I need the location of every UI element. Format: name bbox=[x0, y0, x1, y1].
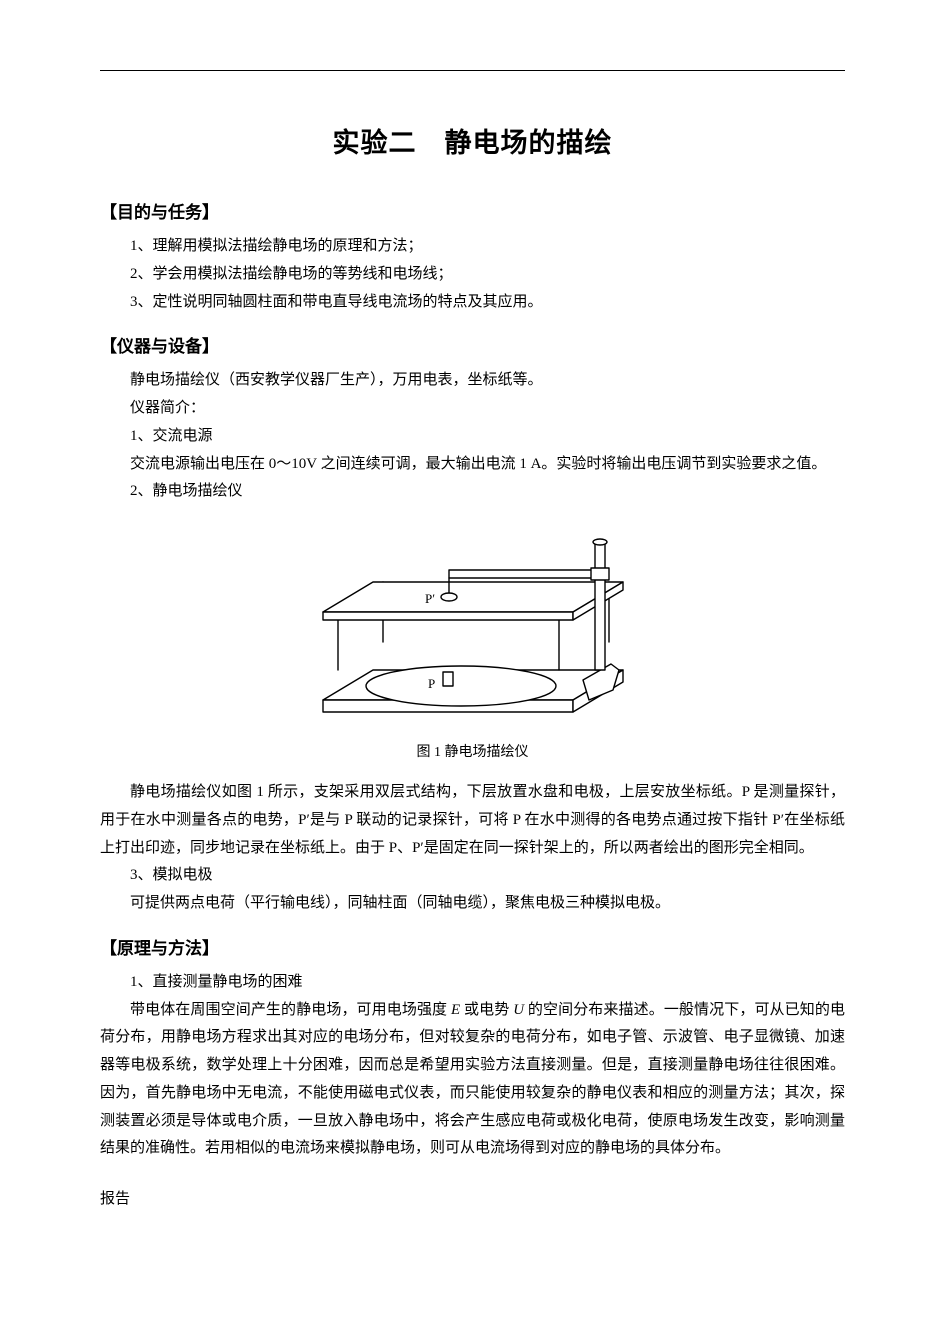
principle-text-a: 带电体在周围空间产生的静电场，可用电场强度 bbox=[130, 1002, 451, 1018]
symbol-E: E bbox=[451, 1002, 460, 1018]
figure-1: P P′ bbox=[100, 520, 845, 735]
figure-1-caption: 图 1 静电场描绘仪 bbox=[100, 741, 845, 761]
top-horizontal-rule bbox=[100, 70, 845, 71]
svg-text:P′: P′ bbox=[425, 591, 435, 606]
document-page: 实验二 静电场的描绘 【目的与任务】 1、理解用模拟法描绘静电场的原理和方法； … bbox=[0, 0, 945, 1248]
section-heading-instruments: 【仪器与设备】 bbox=[100, 332, 845, 357]
purpose-item-3: 3、定性说明同轴圆柱面和带电直导线电流场的特点及其应用。 bbox=[100, 289, 845, 317]
experiment-title: 实验二 静电场的描绘 bbox=[100, 121, 845, 160]
instruments-subintro: 仪器简介： bbox=[100, 395, 845, 423]
instruments-intro: 静电场描绘仪（西安教学仪器厂生产），万用电表，坐标纸等。 bbox=[100, 367, 845, 395]
instrument-item-1-label: 1、交流电源 bbox=[100, 423, 845, 451]
instrument-item-3-text: 可提供两点电荷（平行输电线），同轴柱面（同轴电缆），聚焦电极三种模拟电极。 bbox=[100, 890, 845, 918]
instrument-item-3-label: 3、模拟电极 bbox=[100, 862, 845, 890]
principle-item-1-label: 1、直接测量静电场的困难 bbox=[100, 969, 845, 997]
purpose-item-1: 1、理解用模拟法描绘静电场的原理和方法； bbox=[100, 233, 845, 261]
principle-paragraph: 带电体在周围空间产生的静电场，可用电场强度 E 或电势 U 的空间分布来描述。一… bbox=[100, 997, 845, 1164]
principle-text-b: 或电势 bbox=[460, 1002, 513, 1018]
symbol-U: U bbox=[513, 1002, 524, 1018]
svg-text:P: P bbox=[428, 676, 435, 691]
principle-text-c: 的空间分布来描述。一般情况下，可从已知的电荷分布，用静电场方程求出其对应的电场分… bbox=[100, 1002, 845, 1157]
section-heading-principle: 【原理与方法】 bbox=[100, 934, 845, 959]
instrument-description: 静电场描绘仪如图 1 所示，支架采用双层式结构，下层放置水盘和电极，上层安放坐标… bbox=[100, 779, 845, 862]
section-heading-purpose: 【目的与任务】 bbox=[100, 198, 845, 223]
purpose-item-2: 2、学会用模拟法描绘静电场的等势线和电场线； bbox=[100, 261, 845, 289]
apparatus-diagram-icon: P P′ bbox=[293, 520, 653, 730]
purpose-list: 1、理解用模拟法描绘静电场的原理和方法； 2、学会用模拟法描绘静电场的等势线和电… bbox=[100, 233, 845, 316]
instrument-item-2-label: 2、静电场描绘仪 bbox=[100, 478, 845, 506]
footer-label: 报告 bbox=[100, 1187, 845, 1208]
instrument-item-1-text: 交流电源输出电压在 0～10V 之间连续可调，最大输出电流 1 A。实验时将输出… bbox=[100, 451, 845, 479]
